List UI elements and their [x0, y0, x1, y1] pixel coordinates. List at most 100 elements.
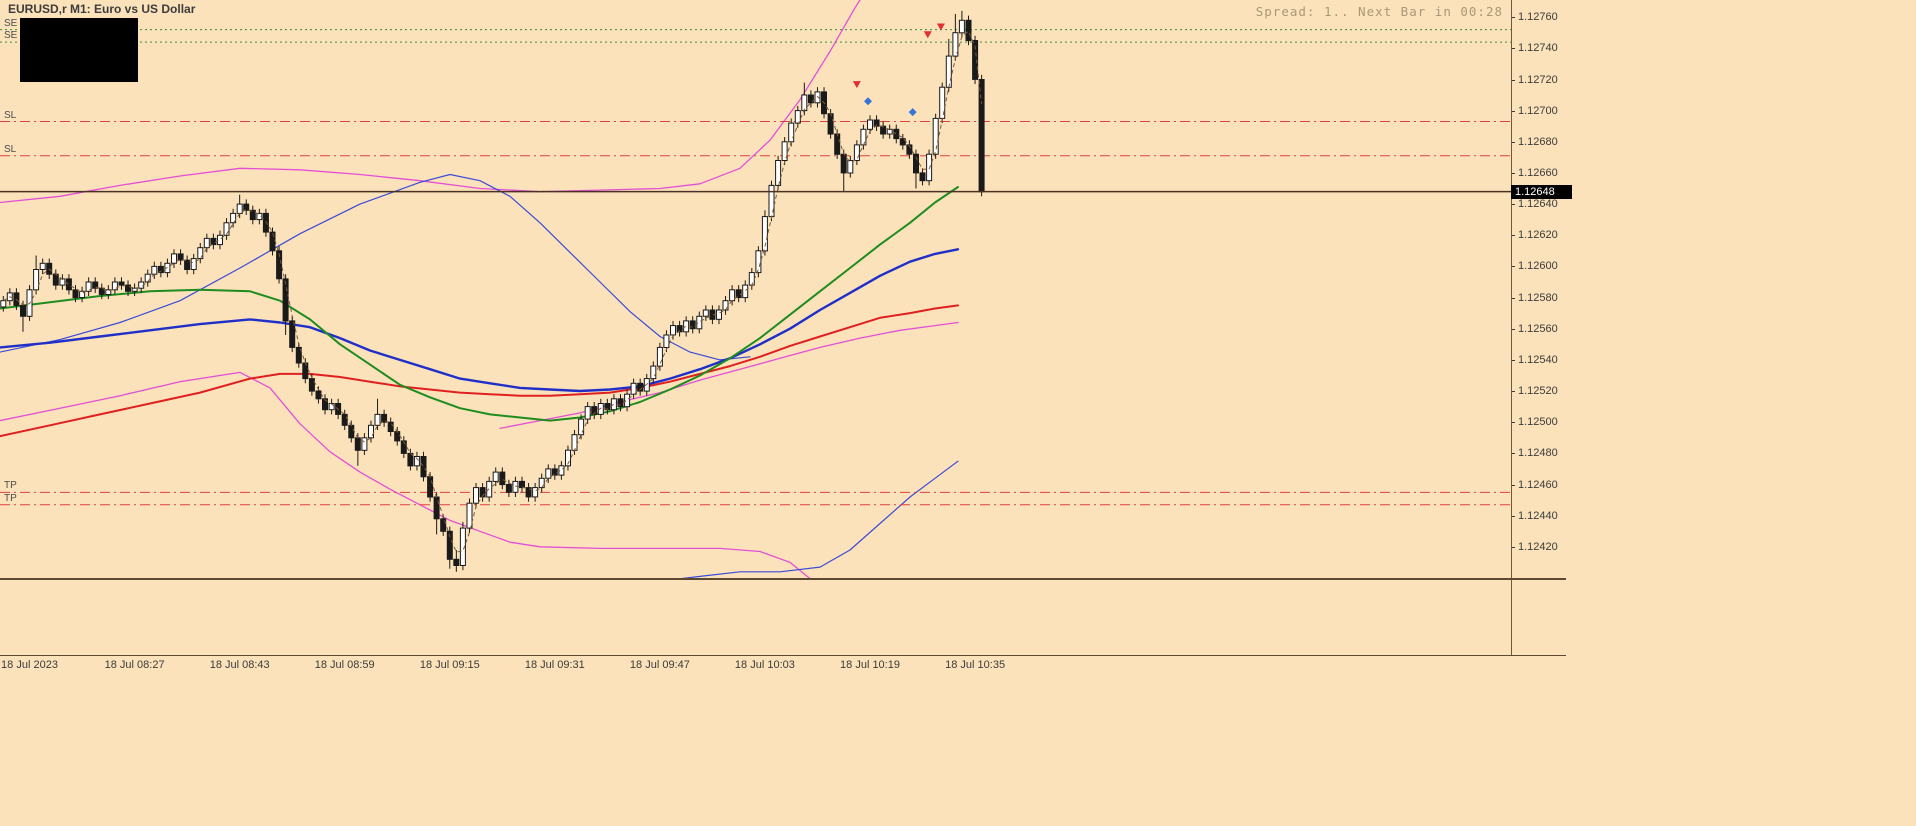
- band-lower-blue: [681, 460, 959, 578]
- candle-up: [578, 418, 585, 436]
- price-axis-tick: [1512, 266, 1515, 268]
- candle-up: [663, 334, 670, 348]
- candle-up: [190, 258, 197, 271]
- candle-up: [79, 290, 86, 298]
- candle-up: [722, 300, 729, 311]
- price-tick-label: 1.12540: [1518, 353, 1558, 366]
- price-tick-label: 1.12580: [1518, 291, 1558, 304]
- price-tick-label: 1.12600: [1518, 260, 1558, 273]
- candle-down: [381, 413, 388, 423]
- candle-up: [847, 160, 854, 174]
- candle-up: [151, 265, 158, 275]
- trade-levels-layer[interactable]: [0, 29, 1511, 506]
- candle-down: [591, 406, 598, 415]
- candle-up: [236, 203, 243, 214]
- candle-down: [637, 382, 644, 392]
- candle-up: [867, 119, 873, 130]
- price-tick-label: 1.12560: [1518, 322, 1558, 335]
- candle-up: [788, 122, 795, 143]
- blacked-out-region: [20, 18, 138, 82]
- candle-up: [105, 289, 112, 295]
- candle-down: [617, 398, 624, 408]
- candle-down: [315, 390, 322, 400]
- candle-up: [926, 153, 933, 182]
- candle-down: [834, 133, 841, 155]
- candle-down: [72, 289, 79, 299]
- candle-down: [125, 284, 131, 292]
- price-axis-tick: [1512, 453, 1515, 455]
- candle-up: [630, 382, 637, 395]
- price-axis-tick: [1512, 297, 1515, 299]
- candle-up: [203, 237, 210, 249]
- time-axis-label: 18 Jul 2023: [1, 659, 58, 671]
- ma-overlays-layer: [0, 0, 960, 578]
- candle-up: [171, 253, 177, 264]
- price-axis-tick: [1512, 172, 1515, 174]
- price-axis-tick: [1512, 141, 1515, 143]
- price-tick-label: 1.12440: [1518, 509, 1558, 522]
- candle-down: [440, 518, 447, 532]
- candle-up: [584, 406, 591, 420]
- candle-up: [39, 262, 46, 270]
- candle-up: [33, 269, 40, 291]
- candle-down: [519, 480, 525, 489]
- price-tick-label: 1.12680: [1518, 135, 1558, 148]
- time-axis[interactable]: 18 Jul 2023 18 Jul 08:27 18 Jul 08:43 18 Ju…: [0, 659, 1566, 675]
- sell-arrow-icon: [936, 23, 945, 31]
- candle-up: [650, 365, 657, 380]
- price-axis[interactable]: 1.12760 1.12740 1.12720 1.12700 1.12680 1.126…: [1512, 0, 1592, 578]
- candle-down: [387, 421, 394, 433]
- time-axis-label: 18 Jul 10:19: [840, 659, 900, 671]
- candle-up: [223, 222, 230, 236]
- candle-up: [729, 289, 736, 302]
- candle-down: [420, 456, 427, 478]
- candle-down: [840, 153, 847, 174]
- candle-up: [217, 234, 223, 246]
- candle-up: [597, 403, 604, 415]
- candle-up: [801, 94, 808, 112]
- candle-up: [565, 449, 571, 467]
- price-tick-label: 1.12700: [1518, 104, 1558, 117]
- candle-down: [978, 79, 985, 193]
- candle-down: [302, 362, 309, 380]
- candle-down: [243, 203, 250, 211]
- candle-down: [348, 424, 355, 439]
- candle-down: [827, 113, 834, 135]
- candle-up: [144, 273, 151, 283]
- candle-up: [702, 309, 709, 317]
- candle-down: [118, 281, 125, 286]
- candle-down: [873, 119, 880, 127]
- candle-up: [492, 471, 499, 482]
- candle-up: [545, 468, 552, 479]
- candle-down: [322, 398, 328, 411]
- candle-up: [945, 55, 952, 88]
- candle-down: [505, 484, 512, 493]
- sell-arrow-icon: [852, 81, 861, 89]
- candle-up: [755, 250, 762, 274]
- ma-fast-dashed: [3, 30, 983, 553]
- candle-down: [210, 237, 217, 246]
- candle-down: [433, 496, 440, 520]
- subwindow-bottom-border: [0, 655, 1566, 656]
- candle-down: [807, 94, 814, 104]
- candle-up: [538, 477, 545, 489]
- candle-down: [354, 437, 361, 451]
- candle-up: [794, 110, 801, 124]
- candle-up: [670, 325, 676, 336]
- candle-down: [446, 530, 453, 560]
- candle-up: [624, 393, 631, 408]
- candle-up: [466, 502, 473, 529]
- candle-down: [965, 19, 972, 42]
- candle-down: [308, 378, 315, 392]
- chart-plot-area[interactable]: [0, 0, 1511, 578]
- chart-bottom-border: [0, 578, 1566, 580]
- price-tick-label: 1.12500: [1518, 416, 1558, 429]
- price-axis-tick: [1512, 422, 1515, 424]
- sell-arrow-icon: [923, 31, 932, 39]
- candle-down: [289, 320, 296, 348]
- price-axis-tick: [1512, 546, 1515, 548]
- candle-down: [525, 487, 532, 498]
- candle-down: [157, 265, 164, 274]
- candle-down: [249, 209, 256, 221]
- price-axis-tick: [1512, 328, 1515, 330]
